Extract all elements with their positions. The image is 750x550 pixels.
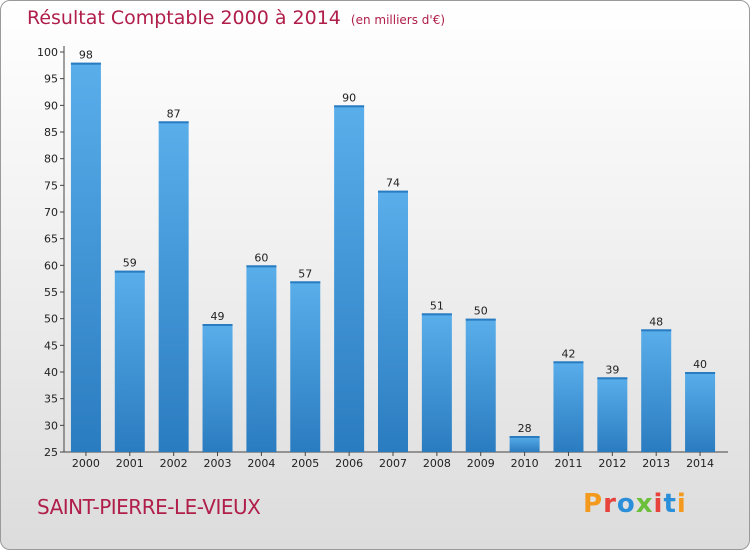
value-label-2001: 59	[123, 257, 137, 270]
value-label-2007: 74	[386, 177, 400, 190]
logo-letter: r	[603, 489, 617, 519]
y-tick-label: 75	[44, 179, 58, 192]
bar-2007	[378, 190, 408, 452]
bar-2011	[553, 361, 584, 452]
bar-2003	[202, 324, 233, 452]
logo-letter: i	[676, 489, 687, 519]
bar-top-edge	[421, 313, 452, 316]
value-label-2012: 39	[605, 363, 619, 376]
chart-value-labels: 98 59 87 49 60 57 90 74 51 50 28 42 39 48 40	[79, 49, 707, 435]
bar-2001	[114, 270, 145, 452]
bar-2010	[509, 436, 540, 452]
bar-2006	[334, 105, 365, 452]
y-tick-label: 50	[44, 313, 58, 326]
bar-2014	[685, 372, 716, 452]
bar-top-edge	[509, 436, 540, 438]
bar-2008	[421, 313, 452, 452]
x-tick-label: 2009	[467, 457, 495, 470]
bar-2002	[158, 121, 189, 452]
x-tick-label: 2000	[72, 457, 100, 470]
y-tick-label: 100	[37, 46, 58, 59]
y-tick-label: 90	[44, 99, 58, 112]
value-label-2002: 87	[167, 107, 181, 120]
value-label-2011: 42	[561, 347, 575, 360]
bar-top-edge	[114, 270, 145, 273]
y-tick-label: 65	[44, 233, 58, 246]
bar-top-edge	[553, 361, 584, 364]
bar-top-edge	[334, 105, 365, 108]
bar-top-edge	[246, 265, 277, 268]
x-tick-label: 2006	[335, 457, 363, 470]
logo-letter: i	[653, 489, 664, 519]
value-label-2010: 28	[518, 422, 532, 435]
logo-letter: o	[616, 489, 636, 519]
bar-2005	[290, 281, 321, 452]
bar-top-edge	[378, 190, 408, 193]
town-name: SAINT-PIERRE-LE-VIEUX	[37, 495, 261, 519]
y-tick-label: 60	[44, 259, 58, 272]
chart-title-text: Résultat Comptable 2000 à 2014	[27, 7, 341, 29]
x-tick-label: 2001	[116, 457, 144, 470]
bar-2012	[597, 377, 628, 452]
value-label-2003: 49	[211, 310, 225, 323]
value-label-2000: 98	[79, 49, 93, 62]
value-label-2004: 60	[254, 251, 268, 264]
y-tick-label: 40	[44, 366, 58, 379]
bar-top-edge	[641, 329, 672, 332]
chart-bars	[70, 62, 716, 453]
bar-2013	[641, 329, 672, 452]
chart-subtitle: (en milliers d'€)	[350, 13, 446, 27]
bar-top-edge	[202, 324, 233, 326]
value-label-2014: 40	[693, 358, 707, 371]
chart-title: Résultat Comptable 2000 à 2014 (en millie…	[27, 7, 445, 29]
bar-top-edge	[685, 372, 716, 374]
y-tick-label: 80	[44, 153, 58, 166]
bar-2000	[70, 62, 101, 453]
value-label-2013: 48	[649, 315, 663, 328]
x-tick-label: 2012	[598, 457, 626, 470]
bar-top-edge	[465, 318, 496, 321]
value-label-2005: 57	[298, 267, 312, 280]
x-tick-label: 2004	[247, 457, 275, 470]
y-tick-label: 85	[44, 126, 58, 139]
x-tick-label: 2005	[291, 457, 319, 470]
y-tick-label: 25	[44, 446, 58, 459]
y-tick-label: 30	[44, 419, 58, 432]
y-tick-label: 70	[44, 206, 58, 219]
value-label-2009: 50	[474, 305, 488, 318]
x-tick-label: 2011	[554, 457, 582, 470]
value-label-2008: 51	[430, 299, 444, 312]
logo-letter: P	[583, 489, 604, 519]
y-tick-label: 35	[44, 393, 58, 406]
bar-top-edge	[158, 121, 189, 124]
x-tick-label: 2014	[686, 457, 714, 470]
y-tick-label: 45	[44, 339, 58, 352]
logo-letter: x	[635, 489, 654, 519]
proxiti-logo[interactable]: Proxiti	[583, 489, 687, 519]
x-tick-label: 2003	[204, 457, 232, 470]
bar-2004	[246, 265, 277, 452]
value-label-2006: 90	[342, 91, 356, 104]
x-tick-label: 2002	[160, 457, 188, 470]
y-tick-label: 55	[44, 286, 58, 299]
bar-top-edge	[597, 377, 628, 380]
x-tick-label: 2008	[423, 457, 451, 470]
y-tick-label: 95	[44, 73, 58, 86]
bar-2009	[465, 318, 496, 452]
bar-top-edge	[290, 281, 321, 284]
logo-letter: t	[663, 489, 677, 519]
x-tick-label: 2007	[379, 457, 407, 470]
x-tick-label: 2010	[511, 457, 539, 470]
x-tick-label: 2013	[642, 457, 670, 470]
bar-top-edge	[70, 62, 101, 65]
